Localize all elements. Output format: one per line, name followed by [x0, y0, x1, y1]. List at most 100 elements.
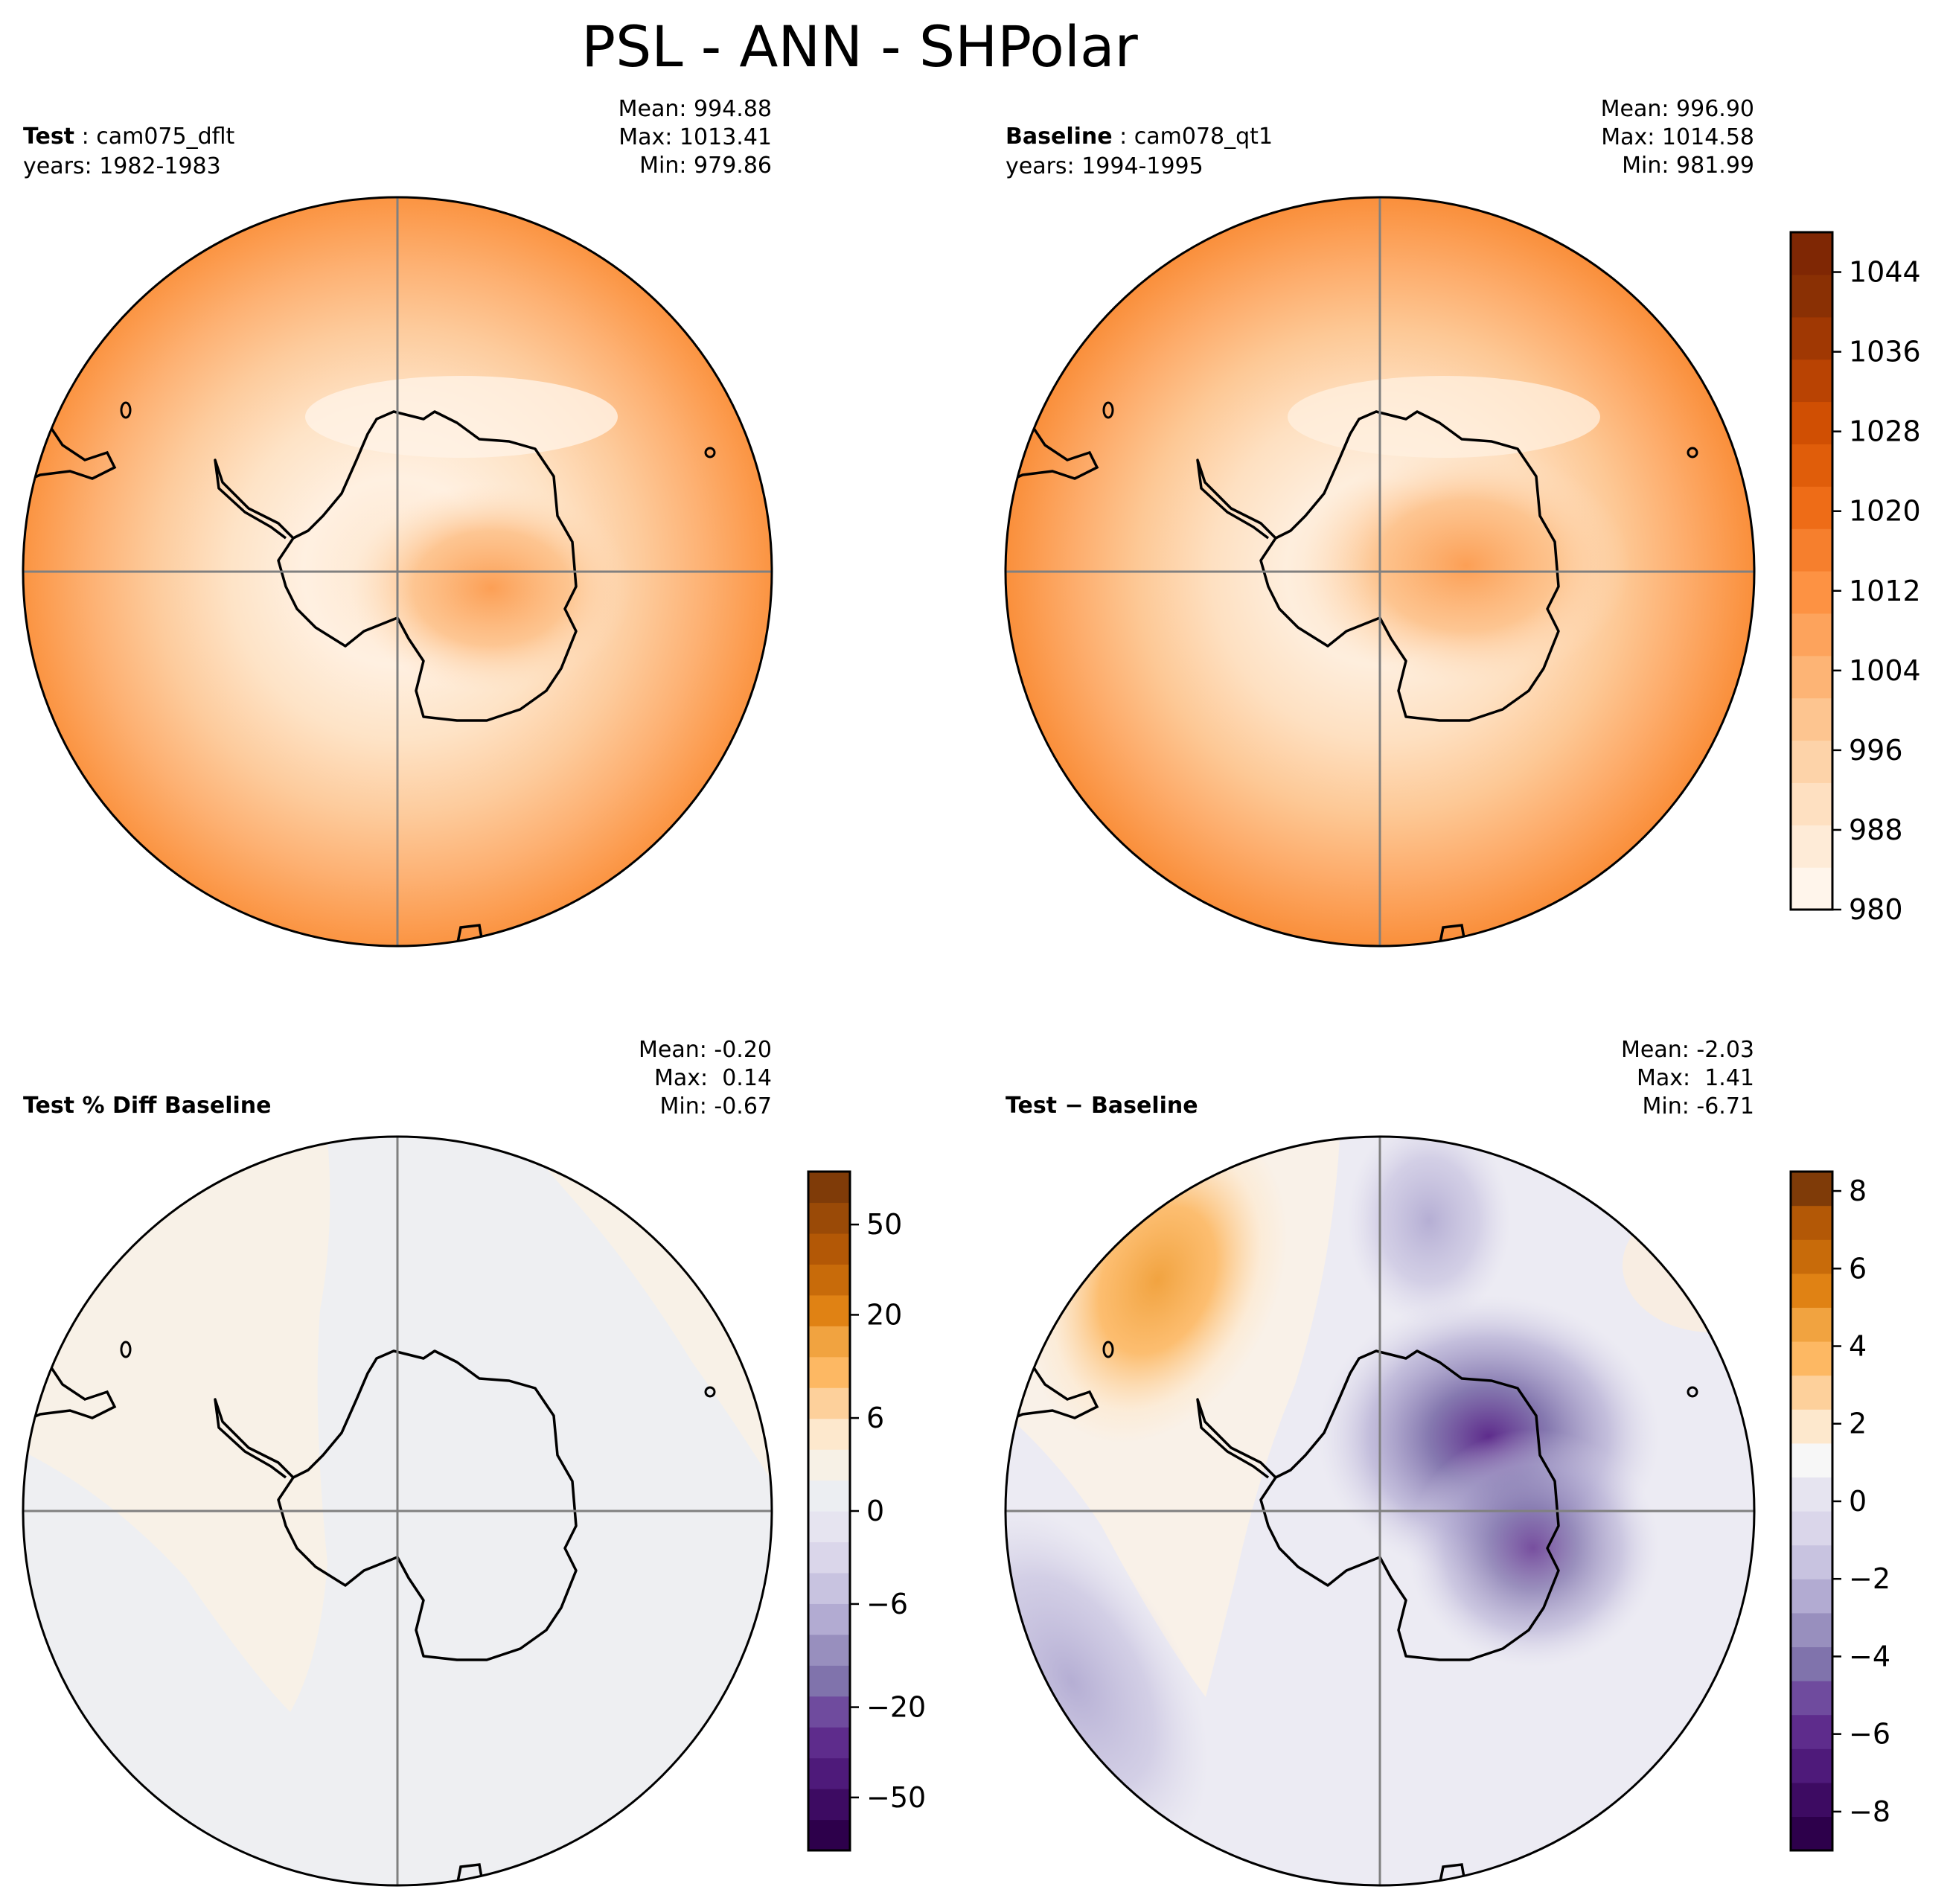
baseline-mean: Mean: 996.90 — [1600, 96, 1754, 122]
diff-negative-west — [1006, 1505, 1209, 1859]
colorbar-segment — [808, 1233, 850, 1265]
colorbar-diff: −8 −6 −4 −2 0 2 4 6 8 — [1789, 1170, 1890, 1852]
colorbar-segment — [1791, 1409, 1832, 1444]
test-map-high-pressure — [350, 484, 633, 692]
colorbar-segment — [808, 1634, 850, 1666]
pct-diff-max: Max: 0.14 — [654, 1065, 772, 1091]
colorbar-outline — [1789, 231, 1834, 911]
baseline-years: years: 1994-1995 — [1006, 153, 1203, 179]
pct-diff-stats: Mean: -0.20 Max: 0.14 Min: -0.67 — [639, 1036, 772, 1121]
antarctic-peninsula — [214, 1398, 295, 1479]
island — [1102, 1341, 1114, 1358]
colorbar-segment — [1791, 232, 1832, 275]
colorbar-segment — [1791, 697, 1832, 741]
colorbar-tick-label: 988 — [1849, 814, 1903, 846]
colorbar-segment — [808, 1418, 850, 1450]
colorbar-segment — [1791, 401, 1832, 444]
pct-diff-map-boundary — [22, 1135, 773, 1887]
island — [704, 447, 716, 459]
test-map — [22, 196, 773, 948]
colorbar-tick-label: 0 — [1849, 1485, 1867, 1518]
island — [1102, 401, 1114, 419]
colorbar-tick-label: 1004 — [1849, 654, 1921, 687]
colorbar-segment — [1791, 1714, 1832, 1749]
colorbar-tick-label: −50 — [866, 1781, 926, 1814]
antarctic-peninsula — [214, 459, 295, 540]
island — [704, 1386, 716, 1398]
colorbar-tick-label: −6 — [1849, 1718, 1890, 1751]
island — [1687, 447, 1698, 459]
diff-map — [1004, 1135, 1756, 1887]
colorbar-tick-label: 1044 — [1849, 256, 1921, 289]
baseline-map-high-pressure — [1302, 447, 1630, 685]
colorbar-tick-label: 1012 — [1849, 575, 1921, 607]
colorbar-segment — [1791, 1782, 1832, 1817]
colorbar-tick-label: 8 — [1849, 1175, 1867, 1207]
colorbar-segment — [808, 1665, 850, 1697]
colorbar-segment — [1791, 316, 1832, 360]
colorbar-segment — [808, 1572, 850, 1604]
baseline-label: Baseline : cam078_qt1 years: 1994-1995 — [1006, 122, 1273, 182]
colorbar-tick-label: 1020 — [1849, 495, 1921, 528]
colorbar-tick-label: 6 — [866, 1402, 884, 1434]
colorbar-segment — [1791, 1748, 1832, 1783]
diff-map-boundary — [1004, 1135, 1756, 1887]
figure-title: PSL - ANN - SHPolar — [581, 13, 1138, 80]
pct-diff-label: Test % Diff Baseline — [23, 1091, 272, 1121]
diff-stats: Mean: -2.03 Max: 1.41 Min: -6.71 — [1621, 1036, 1754, 1121]
colorbar-segment — [1791, 1681, 1832, 1716]
pct-diff-min: Min: -0.67 — [659, 1093, 773, 1119]
antarctica-coastline — [1006, 401, 1698, 946]
test-map-boundary — [22, 196, 773, 948]
antarctica-mainland — [1259, 410, 1560, 722]
antarctica-coastline — [1006, 1341, 1698, 1885]
antarctic-peninsula — [1196, 459, 1277, 540]
diff-label: Test − Baseline — [1006, 1091, 1198, 1121]
colorbar-segment — [1791, 1307, 1832, 1342]
colorbar-segment — [1791, 825, 1832, 868]
test-years: years: 1982-1983 — [23, 153, 221, 179]
colorbar-tick-label: 1028 — [1849, 415, 1921, 448]
colorbar-segment — [1791, 359, 1832, 403]
colorbar-segment — [1791, 274, 1832, 318]
colorbar-segment — [1791, 1273, 1832, 1308]
diff-mean: Mean: -2.03 — [1620, 1037, 1754, 1063]
colorbar-tick-label: 996 — [1849, 734, 1903, 767]
colorbar-segment — [808, 1757, 850, 1789]
colorbar-tick-label: −6 — [866, 1588, 908, 1620]
colorbar-segment — [1791, 1646, 1832, 1681]
colorbar-segment — [808, 1449, 850, 1481]
test-label-bold: Test — [23, 124, 75, 150]
colorbar-tick-label: −2 — [1849, 1562, 1890, 1595]
test-min: Min: 979.86 — [639, 153, 772, 179]
antarctica-coastline — [23, 401, 716, 946]
pct-diff-map — [22, 1135, 773, 1887]
colorbar-segment — [1791, 1172, 1832, 1207]
diff-min: Min: -6.71 — [1642, 1093, 1755, 1119]
pct-diff-mean: Mean: -0.20 — [638, 1037, 772, 1063]
colorbar-segment — [1791, 1375, 1832, 1410]
colorbar-segment — [808, 1172, 850, 1204]
antarctica-mainland — [1259, 1349, 1560, 1661]
island — [120, 1341, 132, 1358]
diff-label-text: Test − Baseline — [1006, 1093, 1198, 1119]
colorbar-segment — [1791, 782, 1832, 825]
colorbar-pct-diff: −50 −20 −6 0 6 20 50 — [807, 1170, 926, 1852]
colorbar-segment — [1791, 1612, 1832, 1647]
colorbar-tick-label: 4 — [1849, 1330, 1867, 1363]
test-label-sep: : — [74, 124, 97, 150]
colorbar-segment — [1791, 1239, 1832, 1274]
baseline-map-boundary — [1004, 196, 1756, 948]
colorbar-segment — [1791, 655, 1832, 699]
test-label: Test : cam075_dflt years: 1982-1983 — [23, 122, 234, 182]
island — [120, 401, 132, 419]
colorbar-tick-label: 1036 — [1849, 336, 1921, 368]
colorbar-segment — [1791, 444, 1832, 487]
colorbar-tick-label: 0 — [866, 1495, 884, 1527]
colorbar-segment — [1791, 1511, 1832, 1546]
test-max: Max: 1013.41 — [618, 124, 772, 150]
colorbar-segment — [1791, 1205, 1832, 1240]
colorbar-segment — [1791, 1477, 1832, 1512]
colorbar-segment — [808, 1542, 850, 1574]
